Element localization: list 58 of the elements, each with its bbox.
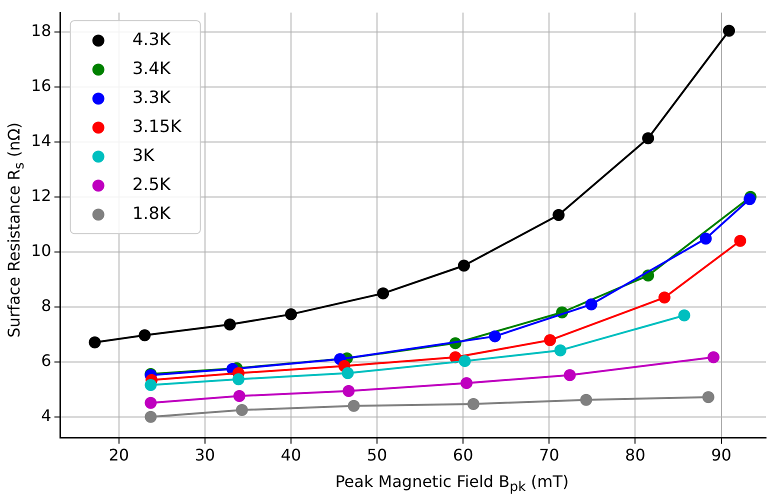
x-tick-label: 90 [711,446,732,465]
legend-label: 2.5K [132,175,172,196]
point [700,232,712,245]
point [144,410,157,423]
point [284,308,297,320]
point [458,355,471,368]
point [236,404,248,416]
y-tick-label: 8 [41,296,52,316]
legend-label: 3K [132,146,156,166]
x-tick-label: 20 [108,446,130,465]
point [342,367,354,380]
x-tick-label: 30 [194,446,216,465]
x-tick-label: 80 [625,446,646,465]
y-tick-label: 14 [31,131,52,150]
x-tick-label: 60 [452,446,474,465]
point [544,334,556,346]
point [458,260,470,272]
point [224,318,236,330]
point [642,132,654,144]
legend-label: 1.8K [132,204,172,224]
x-tick-label: 40 [280,446,302,465]
legend-label: 4.3K [132,30,172,50]
point [138,329,151,342]
y-tick-label: 18 [31,21,52,40]
point [722,24,735,37]
point [744,193,756,206]
x-tick-label: 70 [538,446,560,465]
y-tick-label: 6 [41,351,52,370]
point [708,351,720,364]
point [460,377,473,390]
point [658,292,670,304]
y-tick-label: 12 [31,186,52,206]
point [232,373,244,386]
legend-label: 3.15K [132,117,182,138]
point [564,369,576,382]
legend-label: 3.3K [132,88,172,108]
point [233,390,246,402]
point [585,298,598,310]
point [552,209,565,222]
x-tick-label: 50 [366,446,388,465]
point [554,344,566,356]
point [678,309,690,322]
point [144,378,157,391]
point [488,330,501,342]
point [88,336,101,348]
point [467,398,480,410]
point [702,391,714,404]
point [348,400,360,412]
y-tick-label: 4 [41,406,52,426]
point [342,385,355,398]
point [144,396,157,409]
y-tick-label: 10 [31,241,52,260]
point [377,287,390,300]
legend-label: 3.4K [132,59,172,80]
y-tick-label: 16 [31,76,52,96]
x-axis-title: Peak Magnetic Field B$_{pk}$ (mT) [334,472,570,495]
point [734,234,746,247]
point [580,394,592,406]
